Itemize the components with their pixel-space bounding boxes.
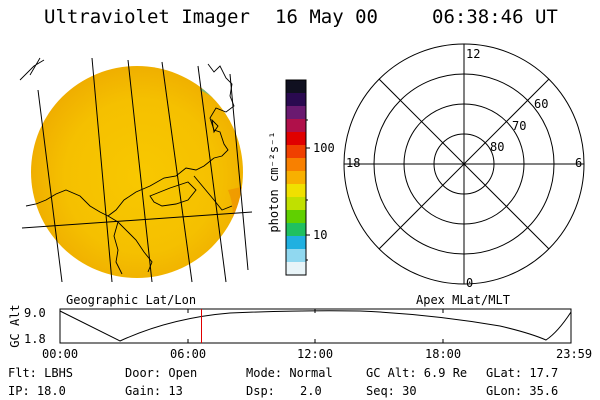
status-mode: Mode: Normal xyxy=(246,366,333,380)
time-tick-1200: 12:00 xyxy=(297,347,334,361)
colorbar-band xyxy=(286,223,306,237)
colorbar-band xyxy=(286,145,306,159)
colorbar-band xyxy=(286,236,306,250)
colorbar-scale xyxy=(286,80,306,276)
altitude-curve xyxy=(59,310,572,342)
mlt-label-0: 0 xyxy=(466,276,474,290)
colorbar-band xyxy=(286,184,306,198)
colorbar-tick-100: 100 xyxy=(313,141,335,155)
colorbar-band xyxy=(286,262,306,276)
timeline xyxy=(59,308,572,344)
time-tick-0600: 06:00 xyxy=(170,347,207,361)
colorbar xyxy=(285,79,310,276)
time-tick-0000: 00:00 xyxy=(42,347,79,361)
colorbar-band xyxy=(286,210,306,224)
colorbar-band xyxy=(286,249,306,263)
geo-grid xyxy=(21,57,253,283)
earth-disk xyxy=(31,66,243,278)
colorbar-tick-10: 10 xyxy=(313,228,328,242)
time-tick-2359: 23:59 xyxy=(556,347,593,361)
colorbar-band xyxy=(286,80,306,94)
gc-alt-axis-label: GC Alt xyxy=(8,304,22,348)
colorbar-band xyxy=(286,158,306,172)
status-dsp-value: 2.0 xyxy=(300,384,322,398)
geographic-panel-label: Geographic Lat/Lon xyxy=(66,293,197,307)
status-ip: IP: 18.0 xyxy=(8,384,66,398)
mlt-label-6: 6 xyxy=(575,156,583,170)
status-filter: Flt: LBHS xyxy=(8,366,74,380)
colorbar-band xyxy=(286,93,306,107)
colorbar-band xyxy=(286,132,306,146)
alt-tick-9: 9.0 xyxy=(24,306,46,320)
alt-tick-1-8: 1.8 xyxy=(24,332,46,346)
status-seq: Seq: 30 xyxy=(366,384,417,398)
instrument-title: Ultraviolet Imager xyxy=(44,6,250,28)
mlt-label-12: 12 xyxy=(466,47,481,61)
colorbar-band xyxy=(286,197,306,211)
apex-panel-label: Apex MLat/MLT xyxy=(416,293,510,307)
colorbar-band xyxy=(286,119,306,133)
mlat-label-60: 60 xyxy=(534,97,549,111)
status-glon: GLon: 35.6 xyxy=(486,384,559,398)
time-label: 06:38:46 UT xyxy=(432,6,558,28)
status-gc-alt: GC Alt: 6.9 Re xyxy=(366,366,468,380)
colorbar-unit-label: photon cm⁻²s⁻¹ xyxy=(267,131,281,233)
timeline-ticks xyxy=(59,309,572,343)
colorbar-frame xyxy=(285,79,307,276)
status-dsp-label: Dsp: xyxy=(246,384,275,398)
status-glat: GLat: 17.7 xyxy=(486,366,559,380)
colorbar-band xyxy=(286,171,306,185)
colorbar-band xyxy=(286,106,306,120)
time-tick-1800: 18:00 xyxy=(425,347,462,361)
status-door: Door: Open xyxy=(125,366,198,380)
polar-plot xyxy=(343,43,585,285)
date-label: 16 May 00 xyxy=(275,6,378,28)
mlat-label-80: 80 xyxy=(490,140,505,154)
coastlines xyxy=(19,57,235,275)
mlt-label-18: 18 xyxy=(346,156,361,170)
status-gain: Gain: 13 xyxy=(125,384,183,398)
mlat-label-70: 70 xyxy=(512,119,527,133)
timeline-frame xyxy=(59,308,572,344)
